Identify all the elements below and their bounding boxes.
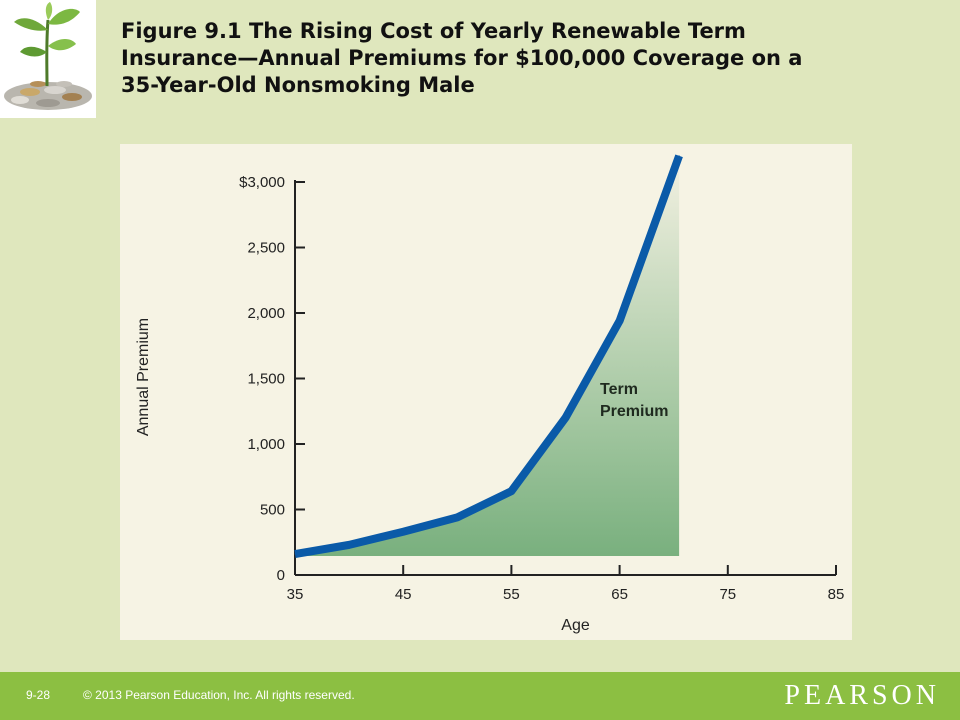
y-tick-label: 0 (277, 567, 285, 584)
page-title: Figure 9.1 The Rising Cost of Yearly Ren… (121, 18, 941, 99)
x-tick-label: 35 (287, 586, 304, 603)
y-tick-label: 2,500 (247, 240, 285, 257)
slide-number: 9-28 (26, 688, 51, 702)
premium-line (294, 154, 683, 558)
data-point (402, 531, 404, 533)
term-premium-annotation: Term (600, 381, 638, 398)
data-point (348, 544, 350, 546)
chart-panel: 0 500 1,000 1,500 2,000 2,500 $3,000 35 45 55 65 75… (120, 144, 852, 640)
title-line-1: Figure 9.1 The Rising Cost of Yearly Ren… (121, 19, 746, 43)
y-tick-label: 500 (260, 502, 285, 519)
y-tick-label: 1,000 (247, 436, 285, 453)
term-premium-area (295, 155, 680, 557)
logo-box (0, 0, 96, 118)
premium-chart: 0 500 1,000 1,500 2,000 2,500 $3,000 35 45 55 65 75… (135, 154, 845, 634)
pearson-logo: PEARSON (784, 680, 940, 711)
x-tick-label: 55 (503, 586, 520, 603)
x-axis-label: Age (561, 617, 590, 634)
data-point (294, 553, 296, 555)
copyright-text: © 2013 Pearson Education, Inc. All right… (83, 688, 355, 702)
y-axis-label: Annual Premium (135, 318, 152, 436)
y-tick-label: 2,000 (247, 305, 285, 322)
y-tick-label: $3,000 (239, 174, 285, 191)
data-point (678, 155, 680, 157)
title-line-3: 35-Year-Old Nonsmoking Male (121, 73, 475, 97)
footer-bar: 9-28 © 2013 Pearson Education, Inc. All … (0, 672, 960, 720)
plant-coins-icon (4, 2, 92, 110)
data-point (619, 320, 621, 322)
x-tick-label: 45 (395, 586, 412, 603)
x-tick-label: 65 (611, 586, 628, 603)
title-line-2: Insurance—Annual Premiums for $100,000 C… (121, 46, 803, 70)
term-premium-annotation: Premium (600, 403, 668, 420)
data-point (565, 417, 566, 419)
data-point (456, 516, 458, 518)
x-tick-label: 85 (828, 586, 845, 603)
data-point (510, 490, 512, 492)
x-tick-label: 75 (719, 586, 736, 603)
y-tick-label: 1,500 (247, 371, 285, 388)
